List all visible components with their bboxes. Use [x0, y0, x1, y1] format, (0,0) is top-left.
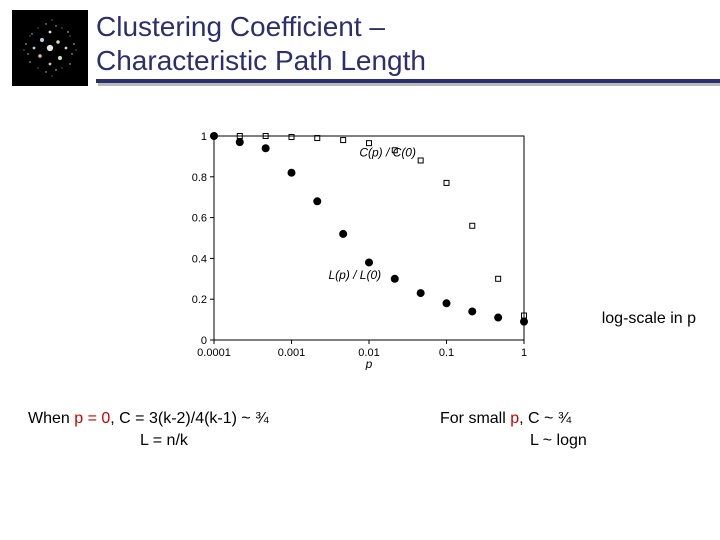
br-p: p [510, 410, 519, 427]
svg-text:0.001: 0.001 [278, 347, 306, 359]
title-underline [96, 79, 720, 83]
bl-p: p = 0 [74, 410, 110, 427]
svg-text:0.2: 0.2 [192, 294, 207, 306]
side-note: log-scale in p [602, 310, 696, 328]
svg-text:p: p [365, 357, 373, 370]
br-line2: L ~ logn [440, 430, 587, 452]
chart-svg: 0.00010.0010.010.1100.20.40.60.81pC(p) /… [172, 130, 532, 370]
bl-pre: When [28, 410, 74, 427]
svg-text:0.4: 0.4 [192, 253, 207, 265]
br-pre: For small [440, 410, 510, 427]
svg-text:0.0001: 0.0001 [197, 347, 231, 359]
logo-svg [12, 10, 88, 86]
svg-text:0: 0 [201, 335, 207, 347]
svg-text:1: 1 [201, 131, 207, 143]
slide-title-line1: Clustering Coefficient – [96, 10, 720, 44]
bl-line2: L = n/k [28, 430, 188, 452]
slide-title-line2: Characteristic Path Length [96, 44, 720, 78]
svg-text:C(p) / C(0): C(p) / C(0) [359, 145, 416, 159]
svg-text:0.6: 0.6 [192, 213, 207, 225]
title-block: Clustering Coefficient – Characteristic … [96, 10, 720, 83]
svg-text:0.1: 0.1 [439, 347, 454, 359]
chart: 0.00010.0010.010.1100.20.40.60.81pC(p) /… [172, 130, 532, 370]
network-cluster-logo [12, 10, 88, 86]
br-post: , C ~ ¾ [519, 410, 571, 427]
bl-post: , C = 3(k-2)/4(k-1) ~ ¾ [110, 410, 268, 427]
svg-text:L(p) / L(0): L(p) / L(0) [328, 268, 381, 282]
svg-text:0.8: 0.8 [192, 172, 207, 184]
caption-left: When p = 0, C = 3(k-2)/4(k-1) ~ ¾ L = n/… [28, 408, 269, 451]
title-row: Clustering Coefficient – Characteristic … [0, 0, 720, 86]
svg-text:1: 1 [521, 347, 527, 359]
caption-right: For small p, C ~ ¾ L ~ logn [440, 408, 587, 451]
